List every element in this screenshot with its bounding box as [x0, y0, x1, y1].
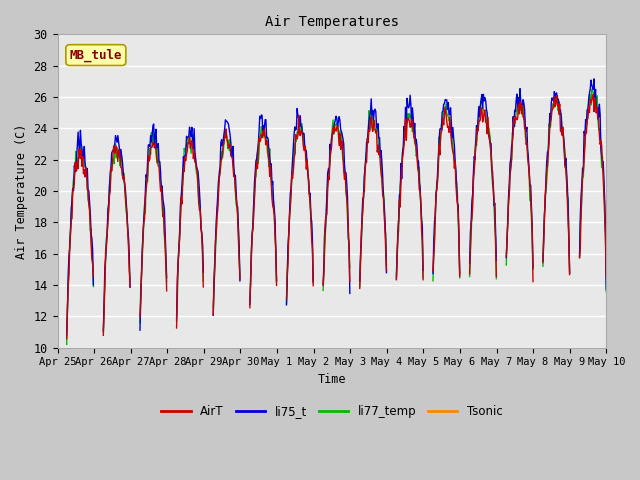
Legend: AirT, li75_t, li77_temp, Tsonic: AirT, li75_t, li77_temp, Tsonic: [156, 400, 508, 423]
Y-axis label: Air Temperature (C): Air Temperature (C): [15, 123, 28, 259]
Text: MB_tule: MB_tule: [70, 48, 122, 62]
X-axis label: Time: Time: [317, 373, 346, 386]
Title: Air Temperatures: Air Temperatures: [265, 15, 399, 29]
